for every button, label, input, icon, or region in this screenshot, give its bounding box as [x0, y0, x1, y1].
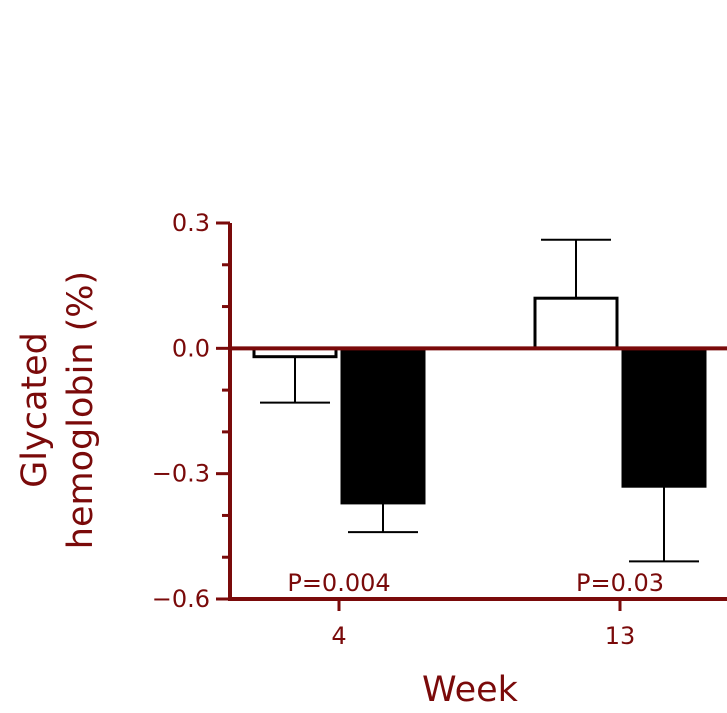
- bar: [340, 346, 426, 505]
- labels-layer: 0.3 0.0 −0.3 −0.6 4 13 P=0.004 P=0.03 Week Glycat…: [15, 209, 664, 710]
- y-tick-label: 0.0: [172, 334, 210, 362]
- y-tick-label: 0.3: [172, 209, 210, 237]
- x-tick-label: 13: [605, 622, 636, 650]
- axes-layer: [216, 221, 727, 611]
- x-axis-title: Week: [422, 670, 519, 710]
- x-tick-label: 4: [331, 622, 346, 650]
- y-axis-title: Glycated: [15, 332, 55, 488]
- bar: [533, 296, 619, 350]
- bar: [621, 346, 707, 488]
- p-value-annotation: P=0.004: [287, 569, 390, 597]
- p-value-annotation: P=0.03: [576, 569, 664, 597]
- y-tick-label: −0.3: [152, 460, 210, 488]
- y-axis-title: hemoglobin (%): [61, 271, 101, 549]
- y-tick-label: −0.6: [152, 585, 210, 613]
- bars-layer: [252, 238, 707, 563]
